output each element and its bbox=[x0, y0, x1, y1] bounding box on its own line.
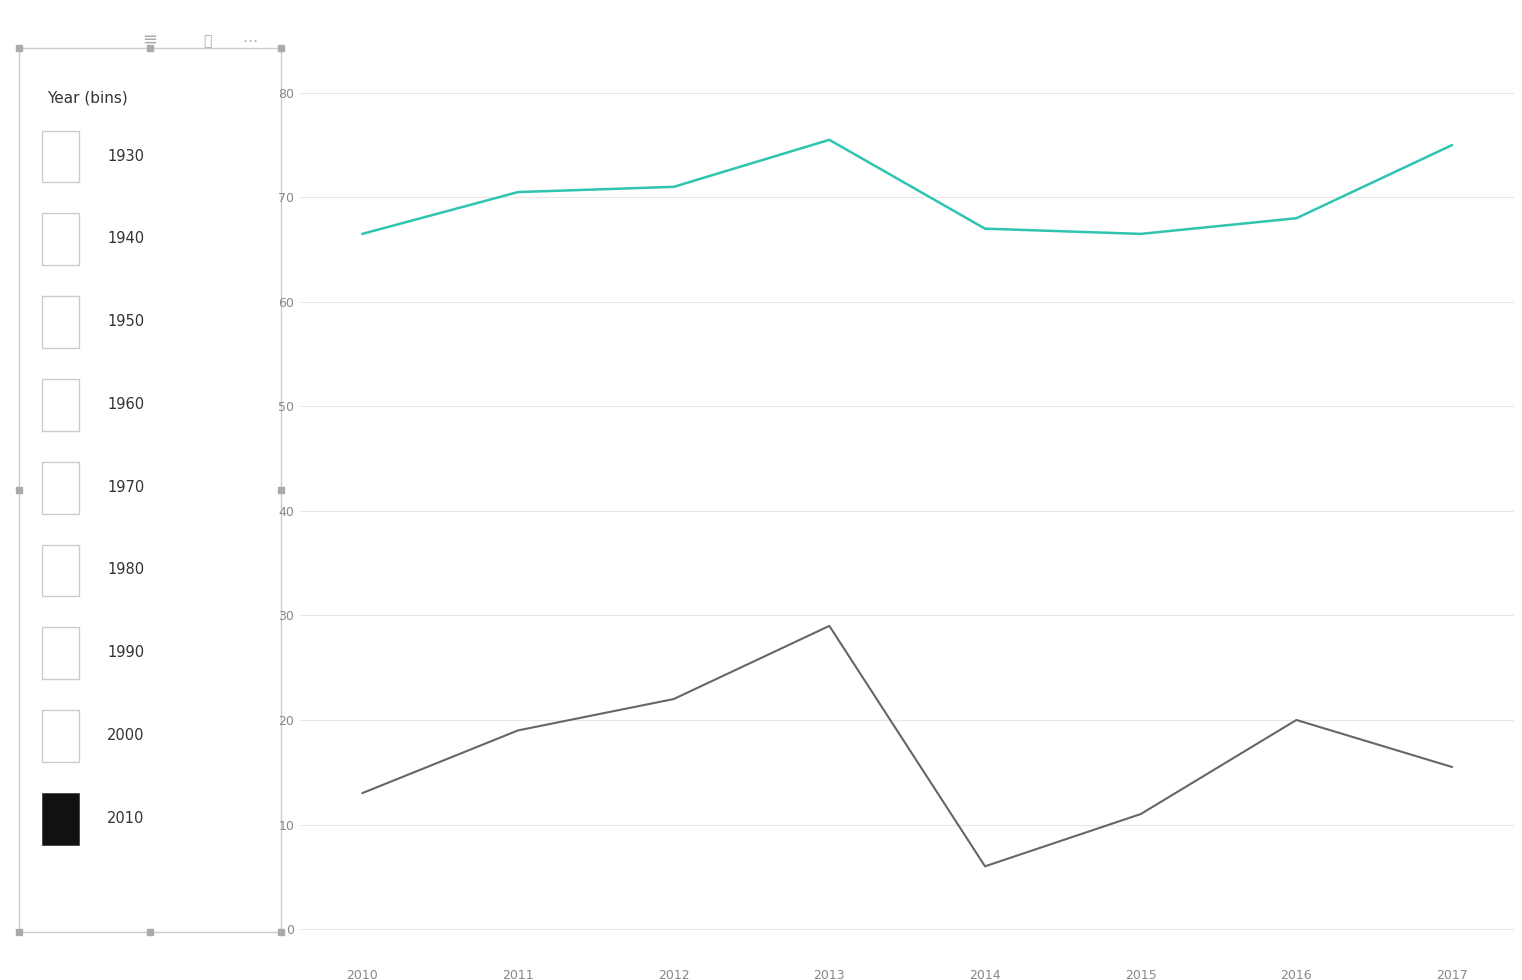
Text: 2010: 2010 bbox=[108, 810, 145, 826]
FancyBboxPatch shape bbox=[41, 296, 79, 348]
Text: 2000: 2000 bbox=[108, 728, 145, 743]
Text: 1950: 1950 bbox=[108, 315, 145, 329]
FancyBboxPatch shape bbox=[41, 214, 79, 266]
FancyBboxPatch shape bbox=[41, 379, 79, 431]
FancyBboxPatch shape bbox=[41, 793, 79, 845]
FancyBboxPatch shape bbox=[18, 48, 282, 932]
Text: ⋯: ⋯ bbox=[242, 33, 257, 49]
FancyBboxPatch shape bbox=[41, 462, 79, 514]
Text: 1940: 1940 bbox=[108, 231, 145, 246]
Text: 1990: 1990 bbox=[108, 645, 145, 661]
FancyBboxPatch shape bbox=[41, 710, 79, 761]
Text: 1960: 1960 bbox=[108, 397, 145, 412]
Text: ≡: ≡ bbox=[143, 31, 158, 49]
FancyBboxPatch shape bbox=[41, 130, 79, 182]
FancyBboxPatch shape bbox=[41, 545, 79, 596]
FancyBboxPatch shape bbox=[41, 627, 79, 679]
Text: ⤢: ⤢ bbox=[202, 33, 212, 48]
Text: 1970: 1970 bbox=[108, 479, 145, 495]
Text: 1980: 1980 bbox=[108, 563, 145, 577]
Text: 1930: 1930 bbox=[108, 149, 145, 164]
Text: Year (bins): Year (bins) bbox=[47, 90, 128, 105]
